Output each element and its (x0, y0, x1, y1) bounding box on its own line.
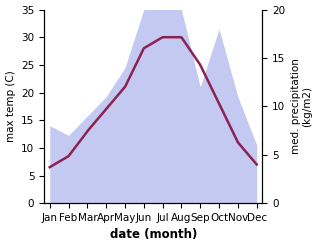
Y-axis label: max temp (C): max temp (C) (5, 70, 16, 142)
Y-axis label: med. precipitation
(kg/m2): med. precipitation (kg/m2) (291, 59, 313, 154)
X-axis label: date (month): date (month) (109, 228, 197, 242)
